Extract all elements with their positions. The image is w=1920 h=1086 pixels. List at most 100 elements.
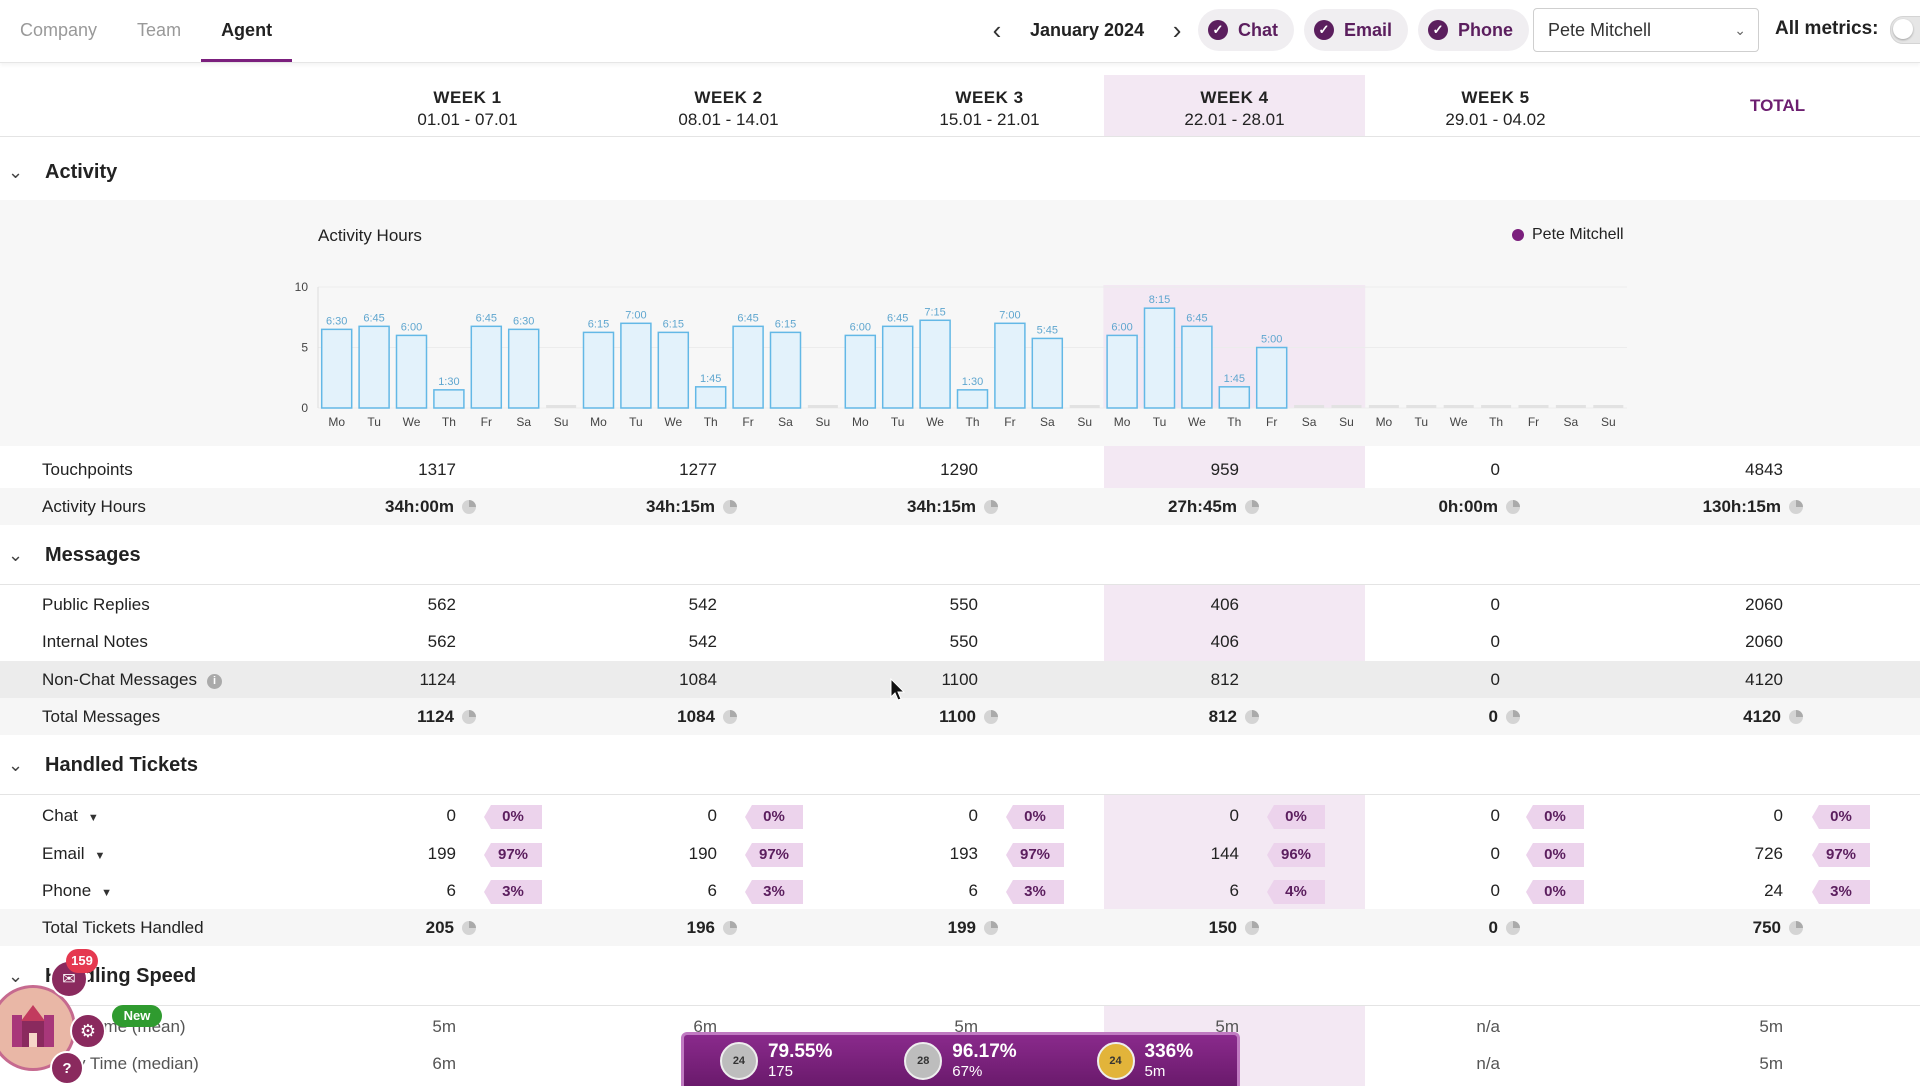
chart-bar bbox=[919, 319, 951, 409]
chevron-down-icon: ⌄ bbox=[1734, 22, 1746, 38]
row-label: Total Messages bbox=[42, 707, 161, 726]
tab-agent[interactable]: Agent bbox=[201, 0, 293, 62]
cell-value: 150 bbox=[1208, 918, 1237, 937]
cell-value: 34h:15m bbox=[907, 497, 976, 516]
filter-phone[interactable]: ✓ Phone bbox=[1418, 9, 1530, 51]
gear-icon[interactable]: ⚙ bbox=[70, 1013, 106, 1049]
chart-bar-empty bbox=[1518, 405, 1549, 408]
chart-bar-empty bbox=[546, 405, 577, 408]
row-total-tickets: Total Tickets Handled 205 196 199 150 0 … bbox=[0, 909, 1920, 946]
filter-chat[interactable]: ✓ Chat bbox=[1198, 9, 1294, 51]
cell: 199 bbox=[427, 844, 456, 863]
chevron-left-icon[interactable]: ‹ bbox=[992, 14, 1002, 45]
footer-stat-3: 24 336% 5m bbox=[1053, 1035, 1237, 1086]
x-tick-label: Tu bbox=[367, 415, 381, 429]
stat-sub: 175 bbox=[767, 1062, 793, 1080]
filter-email[interactable]: ✓ Email bbox=[1304, 9, 1409, 51]
chart-bar bbox=[395, 334, 428, 409]
all-metrics-label: All metrics: bbox=[1775, 18, 1879, 39]
info-icon[interactable]: i bbox=[206, 674, 222, 689]
row-label[interactable]: Phone ▼ bbox=[42, 872, 112, 909]
pie-chart-icon[interactable] bbox=[723, 710, 737, 724]
x-tick-label: Su bbox=[554, 415, 569, 429]
percent-badge: 97% bbox=[484, 843, 542, 867]
section-handling-speed[interactable]: ⌄ Handling Speed bbox=[0, 956, 1920, 996]
pie-chart-icon[interactable] bbox=[723, 921, 737, 935]
pie-chart-icon[interactable] bbox=[462, 710, 476, 724]
section-activity[interactable]: ⌄ Activity bbox=[0, 152, 1920, 192]
all-metrics-toggle[interactable] bbox=[1890, 16, 1920, 44]
row-label[interactable]: Chat ▼ bbox=[42, 797, 99, 834]
pie-chart-icon[interactable] bbox=[984, 500, 998, 514]
help-icon[interactable]: ? bbox=[50, 1051, 84, 1085]
cell: 130h:15m bbox=[1703, 488, 1803, 525]
chevron-right-icon[interactable]: › bbox=[1172, 14, 1182, 45]
pie-chart-icon[interactable] bbox=[462, 500, 476, 514]
row-public-replies: Public Replies 562 542 550 406 0 2060 bbox=[0, 586, 1920, 623]
cell: 27h:45m bbox=[1168, 488, 1259, 525]
footer-stat-text: 96.17% 67% bbox=[952, 1041, 1016, 1081]
tab-company[interactable]: Company bbox=[20, 20, 98, 40]
cell: 0 bbox=[446, 806, 456, 825]
percent-badge: 0% bbox=[484, 805, 542, 829]
shield-badge-icon: 28 bbox=[904, 1041, 943, 1080]
bar-data-label: 6:00 bbox=[401, 321, 422, 333]
cell: 5m bbox=[1215, 1017, 1239, 1036]
cell: 5m bbox=[432, 1017, 456, 1036]
tab-team[interactable]: Team bbox=[137, 20, 182, 40]
bar-data-label: 6:45 bbox=[887, 312, 908, 324]
row-chat-tickets: Chat ▼ 0 0 0 0 0 0 0% 0% 0% 0% 0% 0% bbox=[0, 797, 1920, 834]
bar-data-label: 1:45 bbox=[1224, 373, 1245, 385]
mouse-cursor-icon bbox=[890, 678, 906, 701]
chart-bar bbox=[844, 334, 877, 409]
notification-count-badge: 159 bbox=[66, 949, 98, 973]
week-label: WEEK 1 bbox=[433, 88, 502, 107]
bar-data-label: 6:00 bbox=[1111, 321, 1132, 333]
cell: 2060 bbox=[1745, 595, 1783, 614]
x-tick-label: Sa bbox=[1564, 415, 1579, 429]
cell: 196 bbox=[687, 909, 737, 946]
pie-chart-icon[interactable] bbox=[1245, 921, 1259, 935]
cell-value: 34h:15m bbox=[646, 497, 715, 516]
cell-value: 205 bbox=[425, 918, 454, 937]
pie-chart-icon[interactable] bbox=[1506, 921, 1520, 935]
cell: 406 bbox=[1210, 632, 1239, 651]
cell: 0 bbox=[1773, 806, 1783, 825]
pie-chart-icon[interactable] bbox=[1789, 500, 1803, 514]
x-tick-label: Tu bbox=[629, 415, 643, 429]
row-label[interactable]: Email ▼ bbox=[42, 835, 105, 872]
footer-stats-bar[interactable]: 24 79.55% 175 28 96.17% 67% 24 336% 5m bbox=[681, 1032, 1240, 1086]
percent-badge: 0% bbox=[745, 805, 803, 829]
pie-chart-icon[interactable] bbox=[984, 921, 998, 935]
percent-badge: 0% bbox=[1526, 843, 1584, 867]
pie-chart-icon[interactable] bbox=[1789, 710, 1803, 724]
pie-chart-icon[interactable] bbox=[1789, 921, 1803, 935]
x-tick-label: Sa bbox=[1040, 415, 1055, 429]
check-icon: ✓ bbox=[1428, 20, 1449, 40]
cell: 6m bbox=[693, 1017, 717, 1036]
x-tick-label: We bbox=[1450, 415, 1468, 429]
cell: 562 bbox=[427, 595, 456, 614]
chevron-down-icon: ⌄ bbox=[8, 544, 24, 565]
cell: 0 bbox=[1489, 909, 1520, 946]
chevron-down-icon: ⌄ bbox=[8, 965, 24, 986]
pie-chart-icon[interactable] bbox=[462, 921, 476, 935]
cell: 0 bbox=[1490, 881, 1500, 900]
pie-chart-icon[interactable] bbox=[1506, 500, 1520, 514]
pie-chart-icon[interactable] bbox=[1506, 710, 1520, 724]
activity-chart-svg: 0 5 10 6:30 Mo 6:45 Tu 6:00 We 1:30 Th 6:45 Fr 6:30 Sa… bbox=[295, 280, 1627, 429]
bar-data-label: 7:15 bbox=[924, 306, 945, 318]
pie-chart-icon[interactable] bbox=[1245, 500, 1259, 514]
week-label: WEEK 2 bbox=[694, 88, 763, 107]
section-handled-tickets[interactable]: ⌄ Handled Tickets bbox=[0, 745, 1920, 785]
activity-chart: 0 5 10 6:30 Mo 6:45 Tu 6:00 We 1:30 Th 6:45 Fr 6:30 Sa… bbox=[0, 200, 1920, 446]
chart-bar-empty bbox=[1555, 405, 1586, 408]
pie-chart-icon[interactable] bbox=[1245, 710, 1259, 724]
pie-chart-icon[interactable] bbox=[723, 500, 737, 514]
pie-chart-icon[interactable] bbox=[984, 710, 998, 724]
section-messages[interactable]: ⌄ Messages bbox=[0, 535, 1920, 575]
cell: 6 bbox=[446, 881, 456, 900]
caret-down-icon: ▼ bbox=[101, 887, 113, 899]
cell: n/a bbox=[1476, 1017, 1500, 1036]
agent-select[interactable]: Pete Mitchell ⌄ bbox=[1533, 8, 1759, 52]
